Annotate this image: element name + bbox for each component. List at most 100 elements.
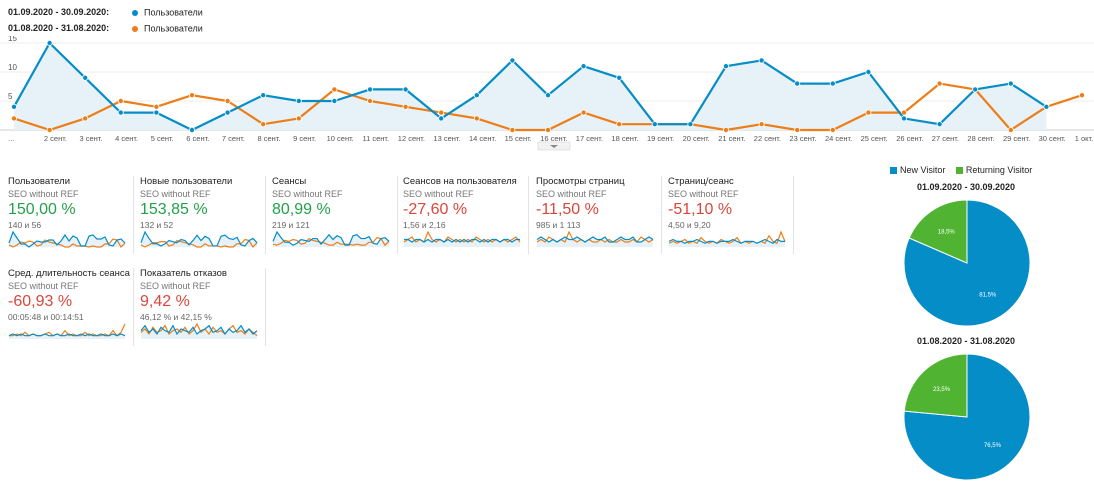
- data-point-current[interactable]: [260, 92, 267, 99]
- data-point-current[interactable]: [117, 109, 124, 116]
- metric-segment: SEO without REF: [140, 189, 211, 199]
- data-point-previous[interactable]: [224, 98, 231, 105]
- metric-title[interactable]: Страниц/сеанс: [668, 176, 734, 187]
- data-point-current[interactable]: [936, 121, 943, 128]
- data-point-current[interactable]: [153, 109, 160, 116]
- sparkline-current: [668, 238, 785, 244]
- legend-dot-previous: [132, 25, 138, 32]
- data-point-previous[interactable]: [865, 109, 872, 116]
- data-point-current[interactable]: [188, 127, 195, 134]
- metric-segment: SEO without REF: [403, 189, 474, 199]
- data-point-previous[interactable]: [1007, 127, 1014, 134]
- data-point-current[interactable]: [366, 86, 373, 93]
- data-point-previous[interactable]: [794, 127, 801, 134]
- x-tick-label: ...: [8, 134, 14, 143]
- data-point-current[interactable]: [46, 40, 53, 46]
- data-point-previous[interactable]: [117, 98, 124, 105]
- data-point-previous[interactable]: [188, 92, 195, 99]
- data-point-current[interactable]: [901, 115, 908, 122]
- data-point-previous[interactable]: [1079, 92, 1086, 99]
- data-point-current[interactable]: [473, 92, 480, 99]
- sparkline-current: [272, 230, 390, 246]
- data-point-previous[interactable]: [829, 127, 836, 134]
- data-point-current[interactable]: [10, 103, 17, 110]
- data-point-previous[interactable]: [473, 115, 480, 122]
- metric-card[interactable]: Сеансов на пользователя SEO without REF -2…: [403, 176, 529, 254]
- data-point-previous[interactable]: [46, 127, 53, 134]
- metric-title[interactable]: Просмотры страниц: [536, 176, 625, 187]
- data-point-previous[interactable]: [901, 109, 908, 116]
- pie-chart-current[interactable]: 18,5% 81,5%: [902, 198, 1032, 328]
- pie-slice-returning-visitor[interactable]: [908, 199, 968, 264]
- data-point-current[interactable]: [331, 98, 338, 105]
- data-point-previous[interactable]: [331, 86, 338, 93]
- data-point-current[interactable]: [616, 74, 623, 81]
- metric-sparkline: [8, 230, 126, 248]
- data-point-previous[interactable]: [545, 127, 552, 134]
- data-point-previous[interactable]: [366, 98, 373, 105]
- data-point-previous[interactable]: [260, 121, 267, 128]
- metric-title[interactable]: Новые пользователи: [140, 176, 233, 187]
- metric-title[interactable]: Пользователи: [8, 176, 71, 187]
- data-point-current[interactable]: [651, 121, 658, 128]
- metric-card[interactable]: Страниц/сеанс SEO without REF -51,10 % 4,50…: [668, 176, 794, 254]
- metric-card[interactable]: Новые пользователи SEO without REF 153,85 …: [140, 176, 266, 254]
- users-line-chart[interactable]: 15 10 5... 2 сент. 3 сент. 4 сент. 5 сент. 6 се…: [0, 36, 1094, 154]
- pie-chart-previous[interactable]: 23,5% 76,5%: [902, 352, 1032, 482]
- x-tick-label: 30 сент.: [1039, 134, 1066, 143]
- series-area-current: [14, 43, 1047, 130]
- metric-sparkline: [536, 230, 654, 247]
- data-point-previous[interactable]: [509, 127, 516, 134]
- data-point-current[interactable]: [794, 80, 801, 87]
- data-point-current[interactable]: [402, 86, 409, 93]
- pie-slice-returning-visitor[interactable]: [903, 353, 968, 418]
- data-point-previous[interactable]: [438, 109, 445, 116]
- metric-card[interactable]: Пользователи SEO without REF 150,00 % 140 и…: [8, 176, 134, 254]
- data-point-current[interactable]: [438, 115, 445, 122]
- data-point-current[interactable]: [545, 92, 552, 99]
- x-tick-label: 8 сент.: [257, 134, 280, 143]
- data-point-current[interactable]: [224, 109, 231, 116]
- metric-card[interactable]: Сеансы SEO without REF 80,99 % 219 и 121: [272, 176, 398, 254]
- x-tick-label: 27 сент.: [932, 134, 959, 143]
- data-point-current[interactable]: [687, 121, 694, 128]
- data-point-current[interactable]: [758, 57, 765, 64]
- data-point-previous[interactable]: [153, 103, 160, 110]
- data-point-previous[interactable]: [402, 103, 409, 110]
- metric-sparkline: [140, 322, 258, 339]
- data-point-current[interactable]: [1043, 103, 1050, 110]
- pie-legend-new-swatch: [890, 167, 897, 175]
- data-point-current[interactable]: [865, 69, 872, 76]
- x-tick-label: 28 сент.: [967, 134, 994, 143]
- metric-title[interactable]: Сеансы: [272, 176, 307, 187]
- data-point-previous[interactable]: [82, 115, 89, 122]
- metric-card[interactable]: Показатель отказов SEO without REF 9,42 % 4…: [140, 268, 266, 346]
- data-point-current[interactable]: [829, 80, 836, 87]
- data-point-previous[interactable]: [936, 80, 943, 87]
- data-point-current[interactable]: [580, 63, 587, 70]
- data-point-current[interactable]: [82, 74, 89, 81]
- data-point-current[interactable]: [509, 57, 516, 64]
- metric-segment: SEO without REF: [8, 281, 79, 291]
- metric-title[interactable]: Показатель отказов: [140, 268, 227, 279]
- x-tick-label: 5 сент.: [151, 134, 174, 143]
- data-point-previous[interactable]: [10, 115, 17, 122]
- sparkline-current: [8, 230, 126, 248]
- data-point-current[interactable]: [295, 98, 302, 105]
- sparkline-area: [141, 232, 257, 247]
- x-tick-label: 22 сент.: [754, 134, 781, 143]
- metric-title[interactable]: Сред. длительность сеанса: [8, 268, 130, 279]
- data-point-current[interactable]: [723, 63, 730, 70]
- data-point-previous[interactable]: [295, 115, 302, 122]
- metric-card[interactable]: Просмотры страниц SEO without REF -11,50 %…: [536, 176, 662, 254]
- data-point-current[interactable]: [972, 86, 979, 93]
- data-point-previous[interactable]: [723, 127, 730, 134]
- data-point-current[interactable]: [1007, 80, 1014, 87]
- x-tick-label: 15 сент.: [505, 134, 532, 143]
- data-point-previous[interactable]: [758, 121, 765, 128]
- data-point-previous[interactable]: [616, 121, 623, 128]
- metric-card[interactable]: Сред. длительность сеанса SEO without REF…: [8, 268, 134, 346]
- data-point-previous[interactable]: [580, 109, 587, 116]
- pie-label-new: 81,5%: [979, 293, 997, 299]
- metric-title[interactable]: Сеансов на пользователя: [403, 176, 517, 187]
